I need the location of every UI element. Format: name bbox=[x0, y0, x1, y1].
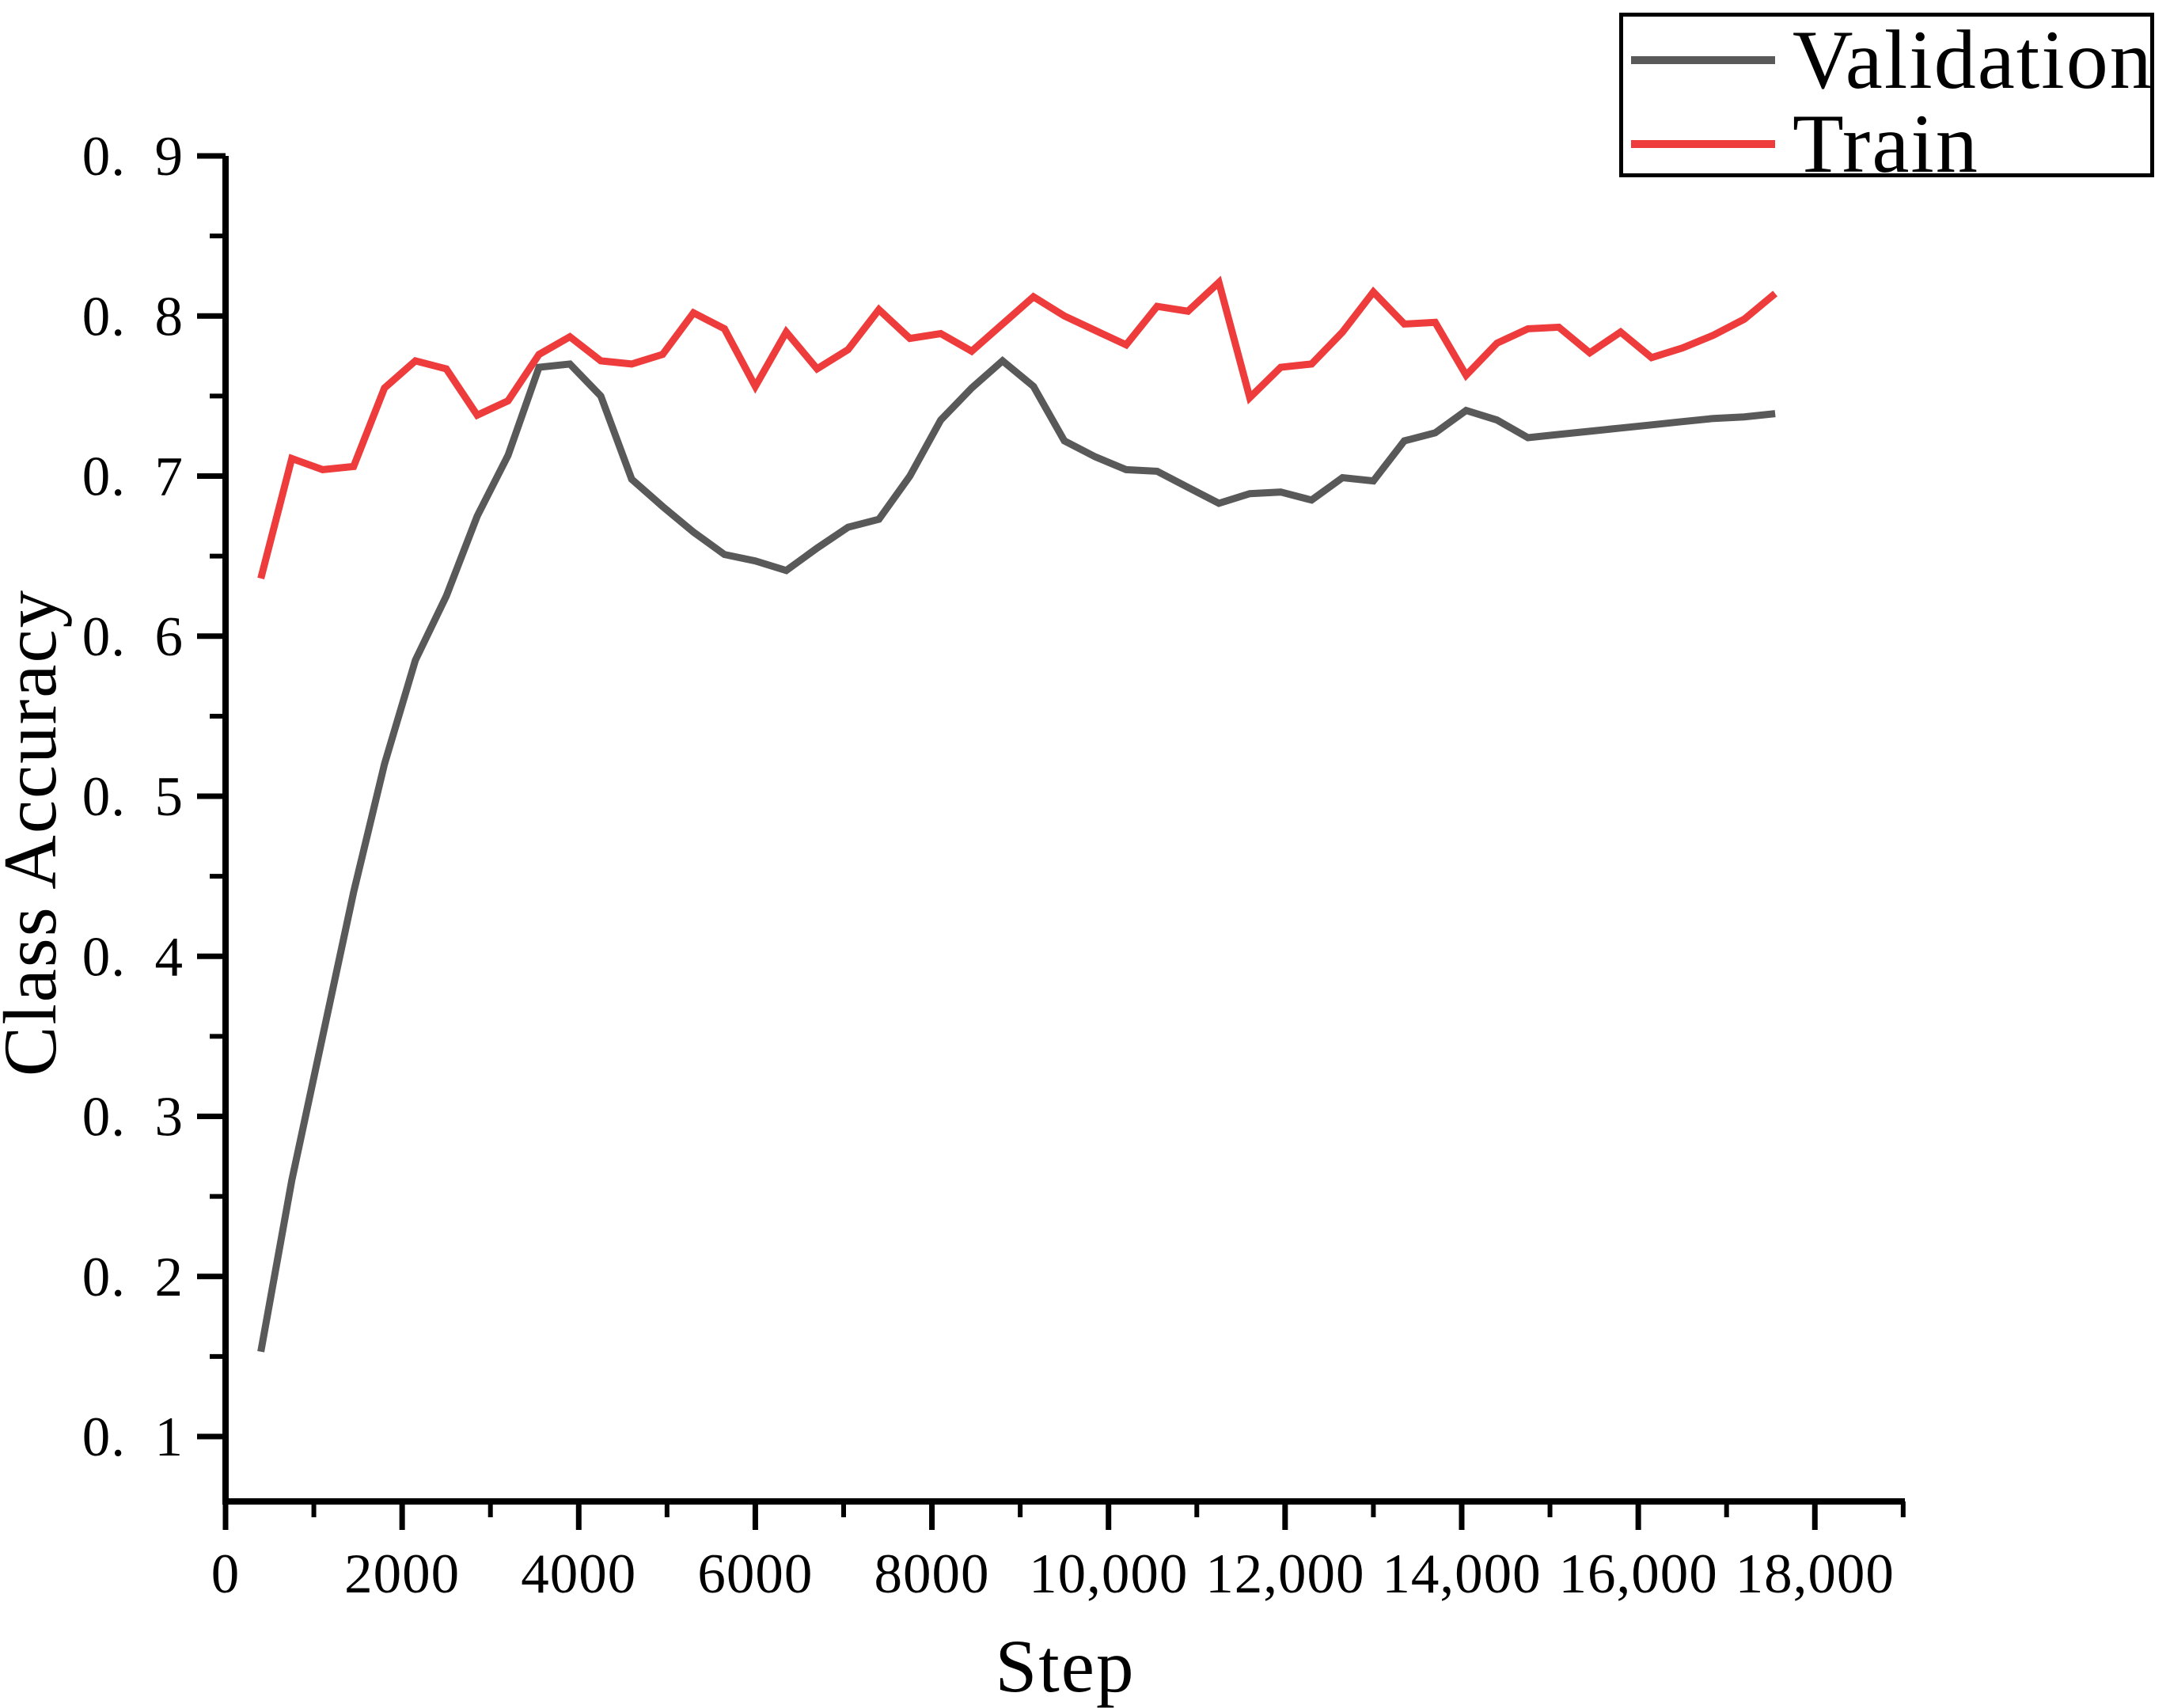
y-tick-label: 0. 3 bbox=[82, 1087, 184, 1148]
y-tick-label: 0. 4 bbox=[82, 926, 184, 988]
y-axis-title: Class Accuracy bbox=[0, 589, 72, 1076]
legend-label-validation: Validation bbox=[1793, 13, 2153, 106]
y-tick-label: 0. 9 bbox=[82, 126, 184, 188]
y-tick-label: 0. 6 bbox=[82, 606, 184, 668]
series-line-validation bbox=[257, 355, 1776, 1353]
x-tick-label: 18,000 bbox=[1736, 1543, 1895, 1605]
series-line-train bbox=[257, 275, 1777, 580]
legend-item-validation: Validation bbox=[1631, 18, 2152, 102]
x-tick-label: 0 bbox=[211, 1543, 241, 1605]
x-tick-label: 10,000 bbox=[1029, 1543, 1188, 1605]
legend: Validation Train bbox=[1619, 13, 2154, 186]
y-tick-label: 0. 7 bbox=[82, 446, 184, 508]
x-tick-label: 4000 bbox=[521, 1543, 636, 1605]
y-tick-label: 0. 1 bbox=[82, 1406, 184, 1468]
x-tick-label: 8000 bbox=[874, 1543, 990, 1605]
y-tick-label: 0. 2 bbox=[82, 1247, 184, 1308]
train-line-sample bbox=[1631, 140, 1775, 148]
x-tick-label: 6000 bbox=[697, 1543, 813, 1605]
validation-line-sample bbox=[1631, 56, 1775, 64]
y-tick-label: 0. 5 bbox=[82, 766, 184, 828]
x-tick-label: 12,000 bbox=[1205, 1543, 1364, 1605]
x-tick-label: 14,000 bbox=[1382, 1543, 1541, 1605]
x-tick-label: 16,000 bbox=[1558, 1543, 1717, 1605]
y-tick-label: 0. 8 bbox=[82, 286, 184, 347]
x-tick-label: 2000 bbox=[344, 1543, 460, 1605]
legend-label-train: Train bbox=[1793, 97, 1979, 190]
legend-item-train: Train bbox=[1631, 102, 2147, 186]
x-axis-title: Step bbox=[996, 1624, 1136, 1708]
